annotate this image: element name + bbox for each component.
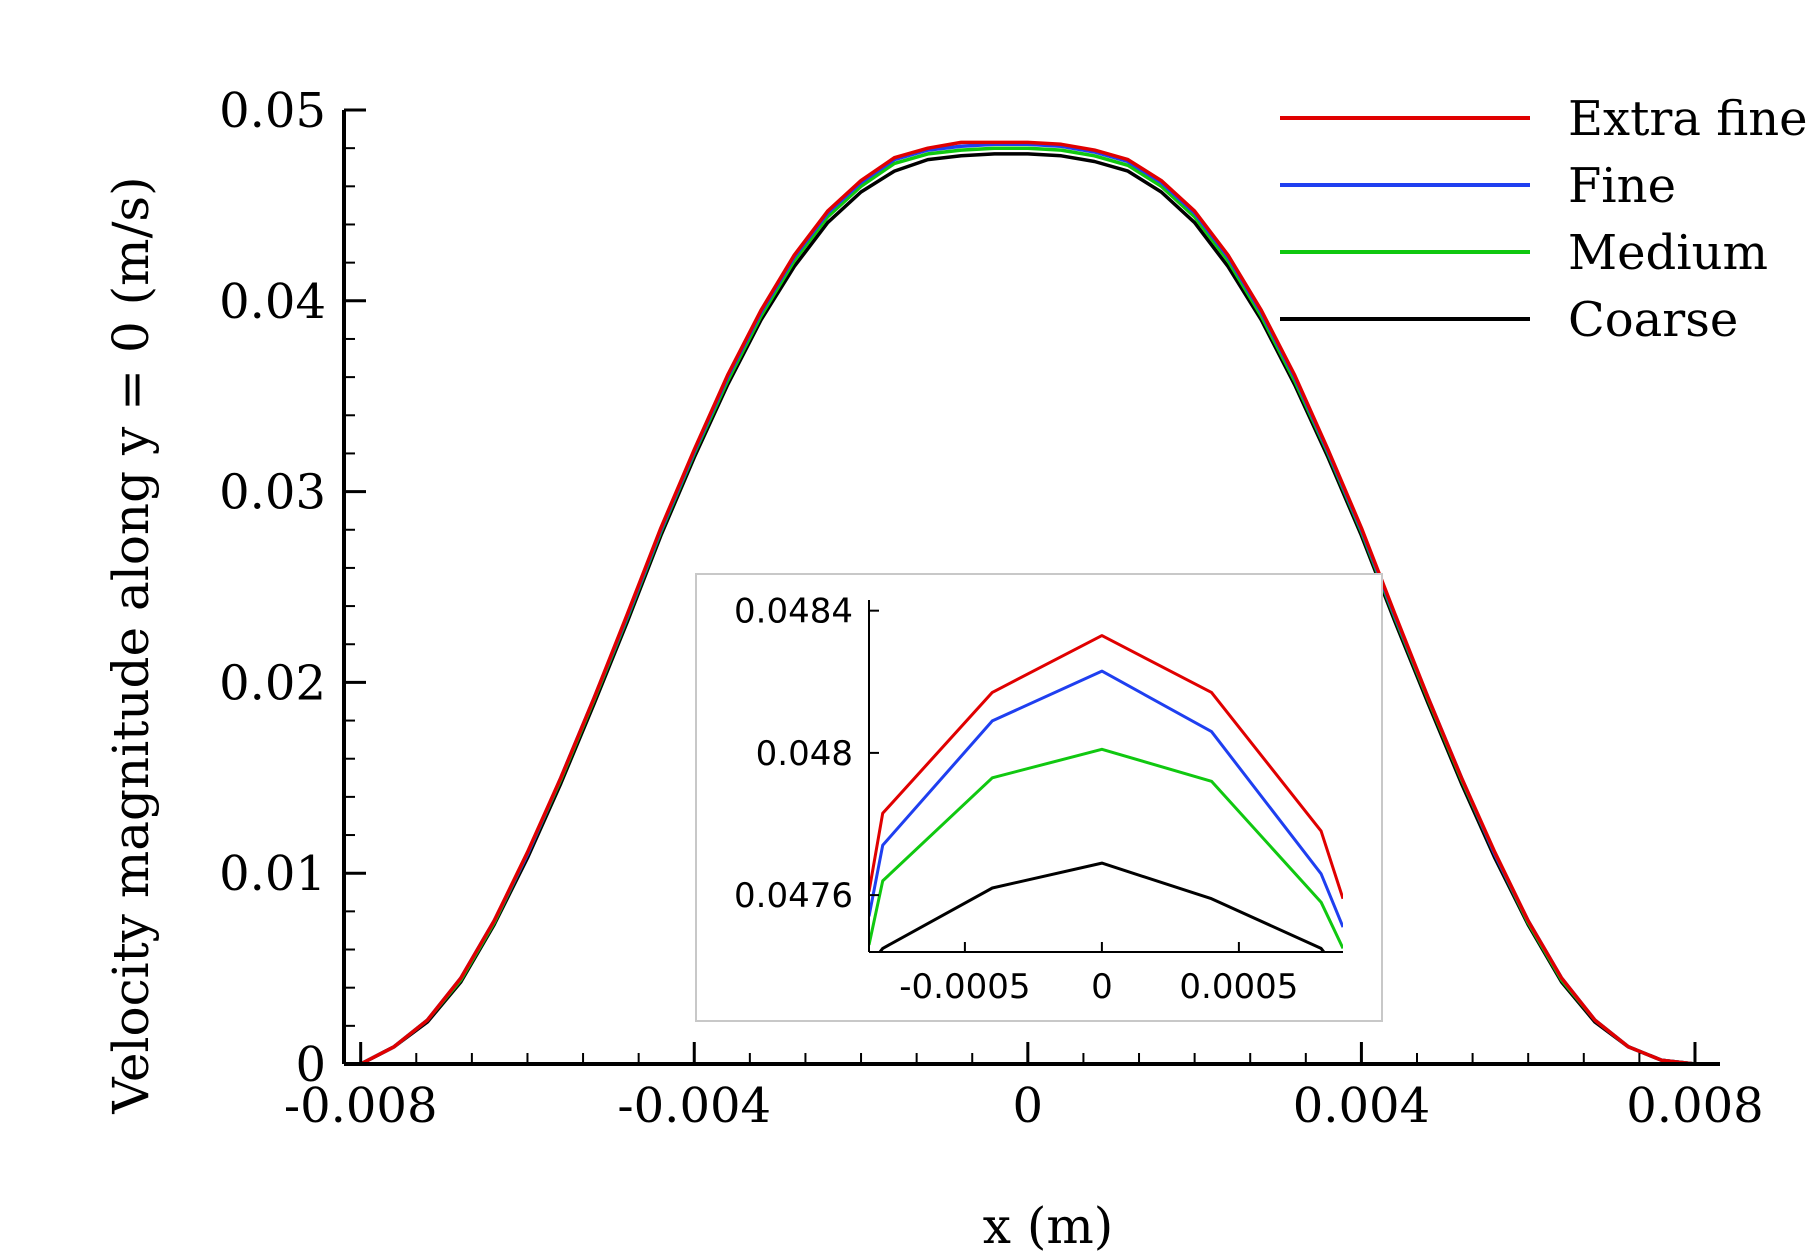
inset-series-line-fine bbox=[869, 669, 1343, 928]
inset-y-tick-label: 0.0476 bbox=[734, 876, 853, 916]
legend-label-coarse: Coarse bbox=[1568, 292, 1738, 348]
x-tick-label: -0.004 bbox=[617, 1078, 771, 1134]
legend-label-medium: Medium bbox=[1568, 225, 1768, 281]
inset-series-line-extra-fine bbox=[869, 634, 1343, 900]
main-plot-series bbox=[359, 140, 1696, 1066]
y-tick-label: 0.05 bbox=[219, 83, 326, 139]
y-axis-title: Velocity magnitude along y = 0 (m/s) bbox=[102, 176, 160, 1114]
inset-y-tick-label: 0.048 bbox=[756, 734, 853, 774]
x-tick-label: 0.004 bbox=[1293, 1078, 1430, 1134]
y-tick-label: 0.03 bbox=[219, 465, 326, 521]
inset-y-tick-label: 0.0484 bbox=[734, 592, 853, 632]
y-tick-label: 0.04 bbox=[219, 274, 326, 330]
series-line-extra-fine bbox=[359, 140, 1696, 1066]
legend-label-extra-fine: Extra fine bbox=[1568, 91, 1808, 147]
x-tick-label: -0.008 bbox=[284, 1078, 438, 1134]
x-tick-label: 0.008 bbox=[1626, 1078, 1763, 1134]
inset-series-line-medium bbox=[869, 747, 1343, 950]
x-axis-title: x (m) bbox=[983, 1197, 1114, 1255]
inset-x-tick-label: 0 bbox=[1091, 967, 1113, 1007]
legend: Extra fine Fine Medium Coarse bbox=[1280, 91, 1808, 348]
x-tick-label: 0 bbox=[1013, 1078, 1044, 1134]
inset-series-line-coarse bbox=[878, 861, 1326, 952]
y-tick-label: 0 bbox=[295, 1037, 326, 1093]
main-ticks: -0.008 -0.004 0 0.004 0.008 0 0.01 0.02 0.03 0.04… bbox=[219, 83, 1764, 1134]
inset-ticks: -0.0005 0 0.0005 0.0476 0.048 0.0484 bbox=[734, 592, 1298, 1007]
inset-frame bbox=[695, 573, 1383, 1022]
inset-x-tick-label: -0.0005 bbox=[899, 967, 1030, 1007]
y-tick-label: 0.02 bbox=[219, 655, 326, 711]
inset-x-tick-label: 0.0005 bbox=[1179, 967, 1298, 1007]
inset-plot-series bbox=[869, 634, 1343, 952]
main-axes bbox=[342, 110, 1720, 1066]
y-tick-label: 0.01 bbox=[219, 846, 326, 902]
legend-label-fine: Fine bbox=[1568, 158, 1676, 214]
inset-axes bbox=[868, 600, 1343, 953]
